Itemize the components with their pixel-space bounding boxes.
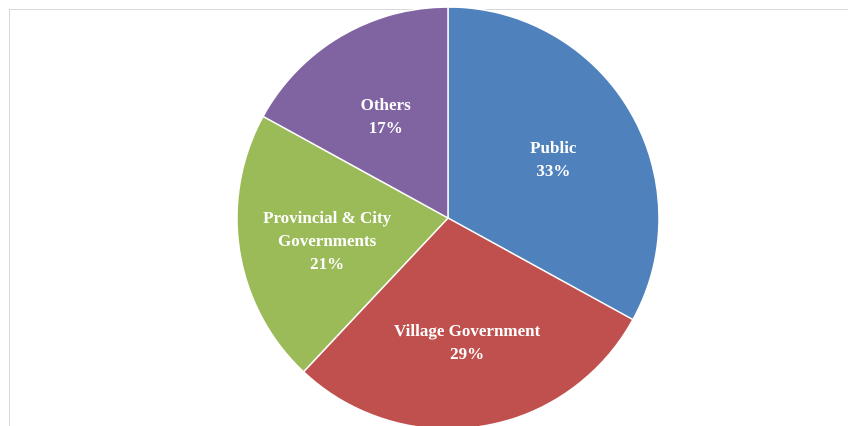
pie-slice [447, 6, 660, 321]
slice-label-box: Village Government 29% [372, 303, 562, 383]
pie-slice [302, 217, 634, 426]
value-label: 21% [310, 253, 345, 273]
value-label: 33% [536, 160, 571, 180]
slice-label: Provincial & City Governments 21% [232, 201, 422, 281]
slice-label-box: Public 33% [458, 120, 648, 200]
value-label: 29% [450, 343, 485, 363]
category-label: Provincial & City Governments [263, 207, 392, 250]
value-label: 17% [368, 117, 403, 137]
slice-label: Public 33% [458, 120, 648, 200]
pie-slice [236, 115, 450, 373]
category-label: Others [360, 94, 411, 114]
slice-label: Village Government 29% [372, 303, 562, 383]
slice-label-box: Provincial & City Governments 21% [232, 201, 422, 281]
category-label: Village Government [394, 320, 541, 340]
slice-label-box: Others 17% [291, 77, 481, 157]
category-label: Public [530, 137, 577, 157]
slice-label: Others 17% [291, 77, 481, 157]
pie-slice [262, 6, 449, 220]
